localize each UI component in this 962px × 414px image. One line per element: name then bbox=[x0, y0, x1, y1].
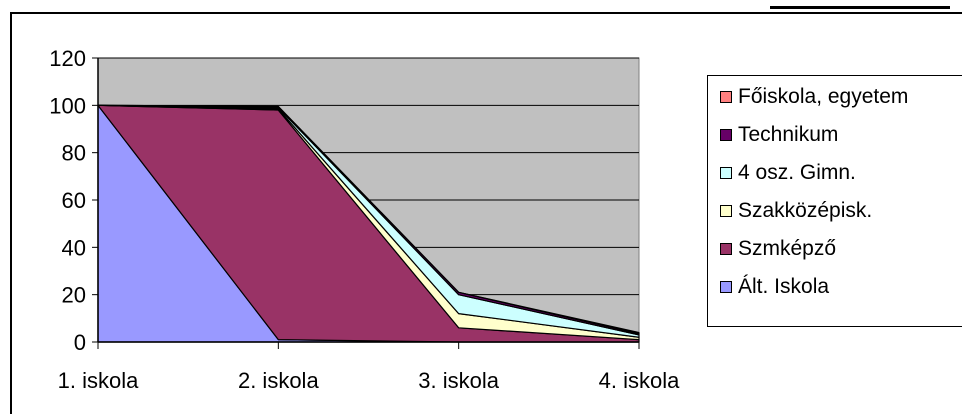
legend-item: Ált. Iskola bbox=[720, 275, 829, 299]
legend-item: Szmképző bbox=[720, 237, 836, 261]
y-tick-label: 80 bbox=[62, 141, 86, 166]
legend-label: Főiskola, egyetem bbox=[738, 85, 909, 108]
legend-item: 4 osz. Gimn. bbox=[720, 161, 856, 185]
area-series-5 bbox=[97, 104, 640, 335]
legend-item: Főiskola, egyetem bbox=[720, 85, 908, 109]
y-tick-label: 40 bbox=[62, 235, 86, 260]
legend-swatch bbox=[720, 91, 732, 103]
legend-label: 4 osz. Gimn. bbox=[738, 161, 856, 184]
y-tick-label: 60 bbox=[62, 188, 86, 213]
y-tick-label: 20 bbox=[62, 283, 86, 308]
x-tick-label: 2. iskola bbox=[238, 368, 319, 393]
legend-swatch bbox=[720, 281, 732, 293]
y-tick-label: 0 bbox=[74, 330, 86, 355]
legend-label: Szmképző bbox=[738, 237, 837, 260]
legend: Főiskola, egyetem Technikum 4 osz. Gimn. Sz… bbox=[707, 75, 962, 327]
legend-swatch bbox=[720, 205, 732, 217]
legend-swatch bbox=[720, 167, 732, 179]
chart-frame bbox=[10, 12, 962, 414]
legend-swatch bbox=[720, 243, 732, 255]
x-tick-label: 4. iskola bbox=[599, 368, 680, 393]
legend-swatch bbox=[720, 129, 732, 141]
top-fragment bbox=[770, 6, 950, 9]
y-tick-label: 100 bbox=[49, 93, 86, 118]
legend-item: Szakközépisk. bbox=[720, 199, 872, 223]
y-tick-label: 120 bbox=[49, 46, 86, 71]
x-tick-label: 3. iskola bbox=[418, 368, 499, 393]
x-tick-label: 1. iskola bbox=[58, 368, 139, 393]
legend-label: Technikum bbox=[738, 123, 839, 146]
legend-label: Szakközépisk. bbox=[738, 199, 873, 222]
legend-item: Technikum bbox=[720, 123, 838, 147]
legend-label: Ált. Iskola bbox=[738, 275, 830, 298]
